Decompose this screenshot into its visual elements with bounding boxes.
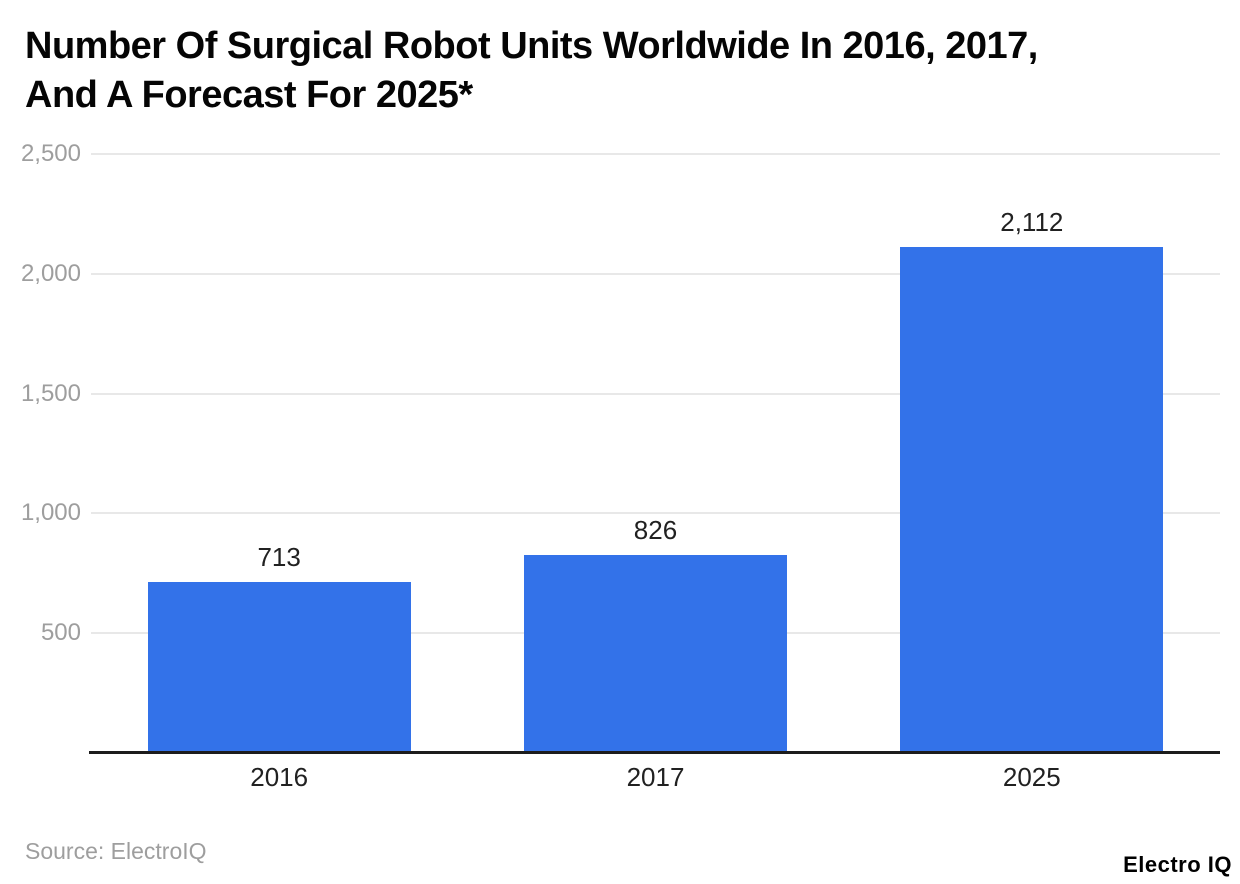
xtick-label-2025: 2025 [1002,762,1061,792]
value-label-2025: 2,112 [1000,206,1064,237]
ytick-label-2,500: 2,500 [20,140,81,167]
ytick-label-1,500: 1,500 [20,379,81,407]
x-axis-line [89,751,1220,754]
bar-2016 [147,582,411,753]
bar-2017 [524,555,787,753]
ytick-label-500: 500 [40,619,81,647]
source-note: Source: ElectroIQ [25,838,207,864]
value-label-2016: 713 [257,542,301,573]
ytick-label-1,000: 1,000 [20,499,81,527]
ytick-label-2,000: 2,000 [20,259,81,287]
xtick-label-2016: 2016 [250,762,309,792]
gridline-2,500 [91,153,1220,155]
gridline-2,000 [91,272,1220,275]
gridline-1,500 [91,392,1220,395]
brand-logo: Electro IQ [1123,852,1232,877]
chart-title: Number Of Surgical Robot Units Worldwide… [25,22,1038,120]
bar-2025 [900,246,1164,753]
gridline-1,000 [91,512,1220,515]
chart-title-line-1: Number Of Surgical Robot Units Worldwide… [25,25,1038,67]
chart-title-line-2: And A Forecast For 2025* [25,74,473,116]
value-label-2017: 826 [633,515,678,546]
xtick-label-2017: 2017 [626,762,685,792]
